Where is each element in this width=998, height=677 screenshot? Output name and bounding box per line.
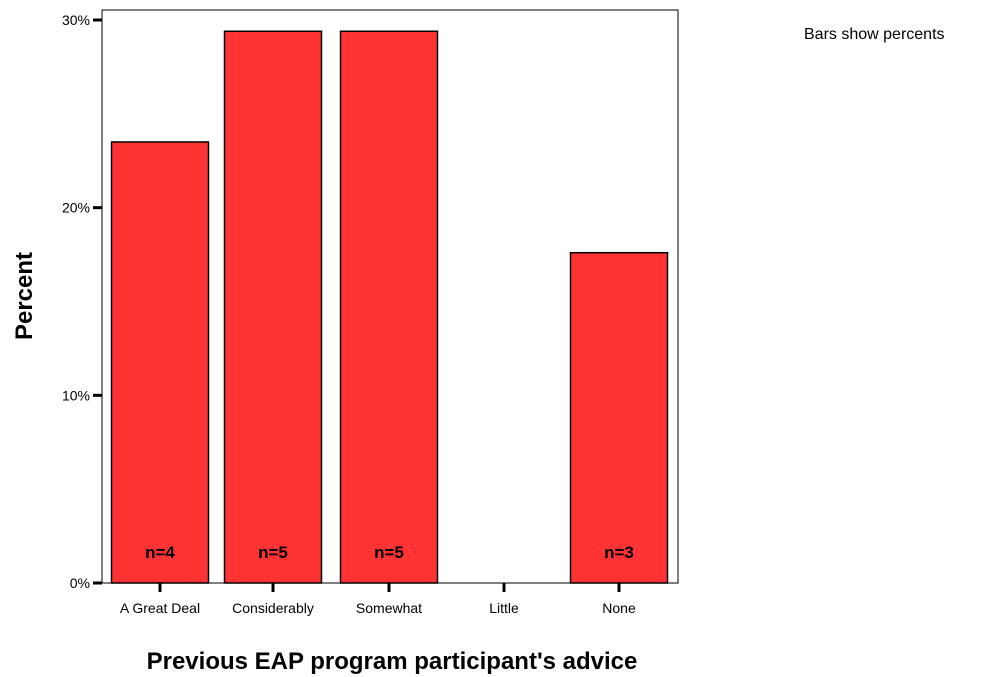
bar-count-label-4: n=3 — [604, 543, 634, 562]
bar-0 — [112, 142, 209, 583]
x-axis-title: Previous EAP program participant's advic… — [147, 648, 638, 675]
x-category-label-4: None — [602, 600, 636, 616]
x-category-label-0: A Great Deal — [120, 600, 200, 616]
x-category-label-1: Considerably — [232, 600, 314, 616]
y-tick-label-0: 0% — [70, 575, 90, 591]
y-axis-title: Percent — [11, 252, 38, 340]
x-category-label-2: Somewhat — [356, 600, 422, 616]
bar-1 — [225, 31, 322, 583]
y-axis: 0% 10% 20% 30% — [62, 12, 102, 591]
bar-count-label-0: n=4 — [145, 543, 175, 562]
bar-count-label-1: n=5 — [258, 543, 288, 562]
y-tick-label-1: 10% — [62, 387, 90, 403]
bar-2 — [341, 31, 438, 583]
x-axis: A Great Deal Considerably Somewhat Little No… — [120, 583, 636, 616]
y-tick-label-2: 20% — [62, 200, 90, 216]
bar-count-label-2: n=5 — [374, 543, 404, 562]
y-tick-label-3: 30% — [62, 12, 90, 28]
x-category-label-3: Little — [489, 600, 519, 616]
chart-note: Bars show percents — [804, 26, 945, 43]
bar-4 — [571, 253, 668, 583]
